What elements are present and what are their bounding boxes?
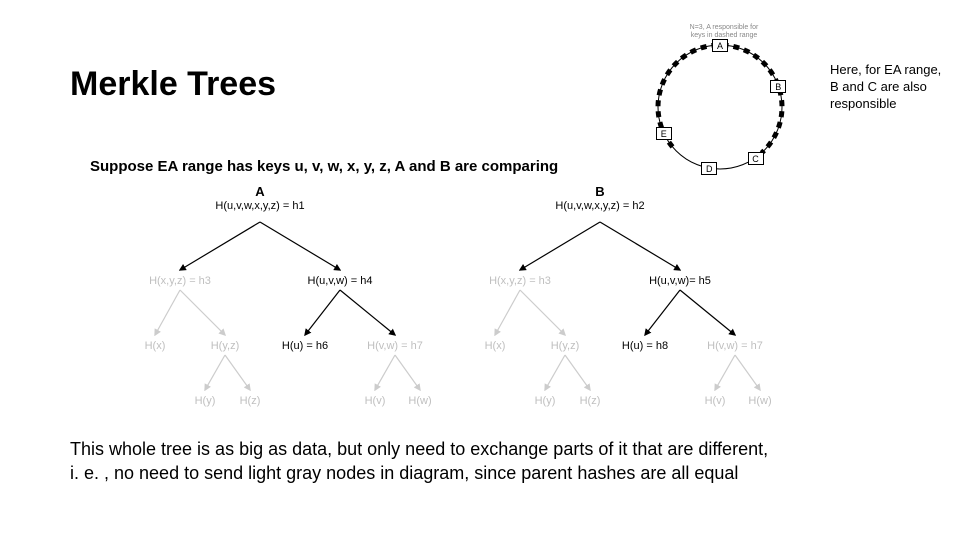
tree-node-label: H(v) bbox=[705, 395, 726, 407]
tree-node-label: H(x) bbox=[485, 340, 506, 352]
ring-node: B bbox=[770, 80, 786, 93]
tree-node-label: H(u) = h6 bbox=[282, 340, 328, 352]
ring-node: C bbox=[748, 152, 764, 165]
tree-node-label: H(x) bbox=[145, 340, 166, 352]
slide-subtitle: Suppose EA range has keys u, v, w, x, y,… bbox=[90, 158, 558, 175]
tree-title: A bbox=[255, 184, 264, 199]
slide-title: Merkle Trees bbox=[70, 65, 276, 104]
tree-node-label: H(w) bbox=[748, 395, 771, 407]
ring-node: A bbox=[712, 39, 728, 52]
tree-node-label: H(u,v,w,x,y,z) = h2 bbox=[555, 200, 644, 212]
ring-diagram: N=3, A responsible for keys in dashed ra… bbox=[635, 22, 805, 192]
tree-node-label: H(y) bbox=[195, 395, 216, 407]
tree-node-label: H(x,y,z) = h3 bbox=[149, 275, 211, 287]
tree-node-label: H(y,z) bbox=[211, 340, 240, 352]
tree-node-label: H(z) bbox=[240, 395, 261, 407]
tree-node-label: H(v,w) = h7 bbox=[707, 340, 763, 352]
tree-node-label: H(y) bbox=[535, 395, 556, 407]
tree-node-label: H(u,v,w,x,y,z) = h1 bbox=[215, 200, 304, 212]
tree-node-label: H(u) = h8 bbox=[622, 340, 668, 352]
ring-sidenote: Here, for EA range, B and C are also res… bbox=[830, 62, 950, 113]
tree-node-label: H(w) bbox=[408, 395, 431, 407]
ring-node: D bbox=[701, 162, 717, 175]
tree-title: B bbox=[595, 184, 604, 199]
ring-note: N=3, A responsible for keys in dashed ra… bbox=[689, 24, 759, 39]
merkle-trees: AH(u,v,w,x,y,z) = h1H(x,y,z) = h3H(u,v,w… bbox=[115, 190, 815, 420]
tree-node-label: H(y,z) bbox=[551, 340, 580, 352]
ring-node: E bbox=[656, 127, 672, 140]
tree-node-label: H(z) bbox=[580, 395, 601, 407]
tree-node-label: H(v,w) = h7 bbox=[367, 340, 423, 352]
tree-node-label: H(x,y,z) = h3 bbox=[489, 275, 551, 287]
tree-node-label: H(v) bbox=[365, 395, 386, 407]
tree-node-label: H(u,v,w)= h5 bbox=[649, 275, 711, 287]
slide-footer: This whole tree is as big as data, but o… bbox=[70, 437, 770, 486]
tree-node-label: H(u,v,w) = h4 bbox=[308, 275, 373, 287]
